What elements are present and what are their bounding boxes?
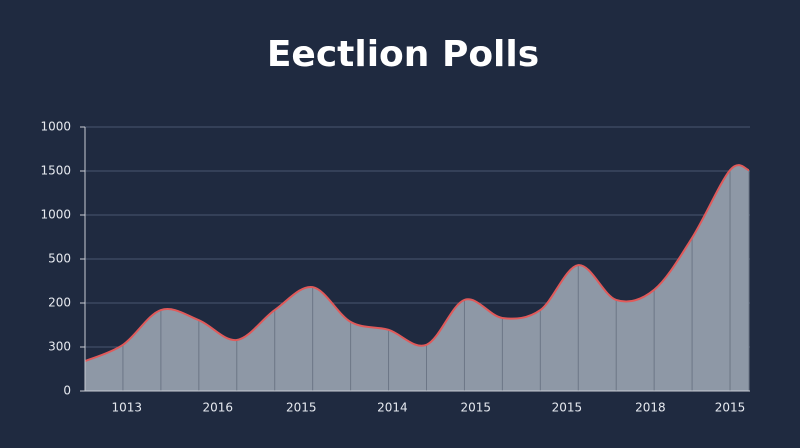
- y-tick-label: 200: [48, 296, 71, 310]
- x-tick-label: 2015: [461, 401, 492, 415]
- x-tick-label: 2015: [552, 401, 583, 415]
- x-tick-label: 2014: [377, 401, 408, 415]
- y-tick-label: 300: [48, 340, 71, 354]
- x-tick-label: 2018: [635, 401, 666, 415]
- y-tick-label: 1500: [40, 164, 71, 178]
- area-line: [84, 164, 750, 363]
- y-tick-label: 500: [48, 252, 71, 266]
- y-tick-label: 0: [63, 384, 71, 398]
- area-fill: [85, 165, 749, 391]
- x-tick-label: 1013: [111, 401, 142, 415]
- y-tick-label: 1000: [40, 208, 71, 222]
- x-tick-label: 2016: [203, 401, 234, 415]
- y-tick-label: 1000: [40, 120, 71, 134]
- x-tick-label: 2015: [286, 401, 317, 415]
- chart-title: Eectlion Polls: [267, 34, 539, 75]
- x-tick-label: 2015: [715, 401, 746, 415]
